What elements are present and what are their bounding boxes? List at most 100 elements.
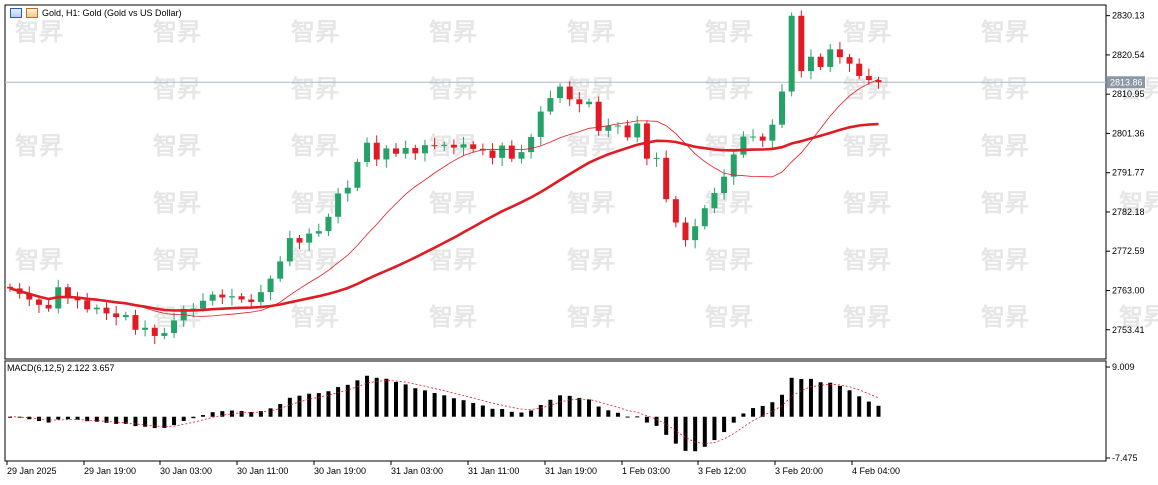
time-label-11: 4 Feb 04:00 [852,466,900,476]
macd-bar-14 [143,416,148,427]
candle-43 [421,139,428,162]
candle-48 [470,141,477,153]
macd-bar-38 [374,377,379,417]
watermark-23: 智昇 [981,132,1029,160]
macd-pane[interactable] [4,360,1107,462]
macd-bar-36 [355,380,360,417]
macd-bar-49 [480,405,485,417]
candle-79 [769,119,776,149]
candle-75 [730,151,737,185]
ma-slow-line [9,122,879,312]
macd-bar-75 [731,416,736,423]
watermark-27: 智昇 [567,189,615,217]
candle-23 [228,288,235,306]
price-axis: 2830.13 2820.54 2810.95 2801.36 2791.77 2782.… [1106,11,1145,335]
macd-bar-24 [239,411,244,417]
macd-tick-0: 9.009 [1112,362,1135,372]
macd-bar-50 [490,408,495,417]
candle-3 [35,296,42,314]
macd-bar-12 [123,416,128,424]
candle-64 [624,120,631,141]
candle-15 [151,324,158,345]
price-tick-1: 2820.54 [1112,50,1145,60]
time-label-2: 30 Jan 03:00 [160,466,212,476]
macd-bar-52 [509,411,514,417]
macd-bar-18 [181,416,186,421]
watermark-3: 智昇 [429,18,477,46]
candle-39 [383,145,390,168]
candle-26 [257,284,264,309]
candle-11 [113,306,120,326]
candle-13 [132,309,139,335]
macd-bar-31 [307,393,312,417]
macd-indicator-label: MACD(6,12,5) 2.122 3.657 [7,363,115,373]
macd-bar-8 [85,416,90,422]
macd-bar-13 [133,416,138,427]
candle-17 [171,313,178,338]
candles-layer [7,10,882,345]
time-label-9: 3 Feb 12:00 [698,466,746,476]
macd-bar-25 [249,412,254,417]
candle-16 [161,327,168,340]
candle-12 [122,311,129,321]
macd-bar-56 [548,399,553,417]
watermark-41: 智昇 [291,303,339,331]
chart-title: Gold, H1: Gold (Gold vs US Dollar) [42,8,182,18]
macd-bar-11 [114,416,119,424]
candle-51 [499,142,506,167]
candle-90 [875,76,882,89]
watermark-42: 智昇 [429,303,477,331]
macd-bar-63 [615,412,620,417]
macd-bar-60 [587,399,591,417]
watermark-46: 智昇 [981,303,1029,331]
watermark-6: 智昇 [843,18,891,46]
macd-bar-33 [326,391,331,417]
candle-27 [267,275,274,301]
macd-bar-0 [8,416,12,418]
candle-61 [595,96,602,136]
candle-10 [103,302,110,320]
watermark-39: 智昇 [981,246,1029,274]
macd-bar-27 [268,408,273,417]
candle-70 [682,217,689,247]
macd-bar-59 [577,397,582,417]
watermark-30: 智昇 [981,189,1029,217]
time-label-3: 30 Jan 11:00 [237,466,288,476]
watermark-24: 智昇 [153,189,201,217]
candle-87 [846,53,853,72]
candle-6 [64,283,71,305]
candle-50 [489,143,496,165]
watermark-34: 智昇 [291,246,339,274]
macd-signal-line [9,380,879,445]
macd-bar-65 [635,416,640,418]
watermark-22: 智昇 [843,132,891,160]
macd-bar-39 [384,378,389,417]
macd-bar-26 [258,411,263,417]
macd-bar-85 [828,382,833,417]
watermark-47: 智昇 [1119,303,1158,331]
macd-bar-32 [316,393,321,417]
watermark-33: 智昇 [153,246,201,274]
time-label-1: 29 Jan 19:00 [84,466,136,476]
candle-52 [508,140,515,162]
watermark-0: 智昇 [15,18,63,46]
chart-menu-icon[interactable] [10,8,22,18]
macd-tick-1: -7.475 [1112,453,1138,463]
candle-82 [798,10,805,78]
watermark-1: 智昇 [153,18,201,46]
watermark-4: 智昇 [567,18,615,46]
candle-21 [209,291,216,306]
macd-axis: 9.009 -7.475 [1106,362,1138,463]
candle-4 [45,299,52,312]
watermark-37: 智昇 [705,246,753,274]
symbol-icon[interactable] [26,8,38,18]
watermark-35: 智昇 [429,246,477,274]
macd-bar-6 [65,416,70,420]
watermark-26: 智昇 [429,189,477,217]
macd-bar-10 [104,416,109,423]
macd-bar-72 [702,416,707,447]
price-pane[interactable] [4,4,1107,360]
